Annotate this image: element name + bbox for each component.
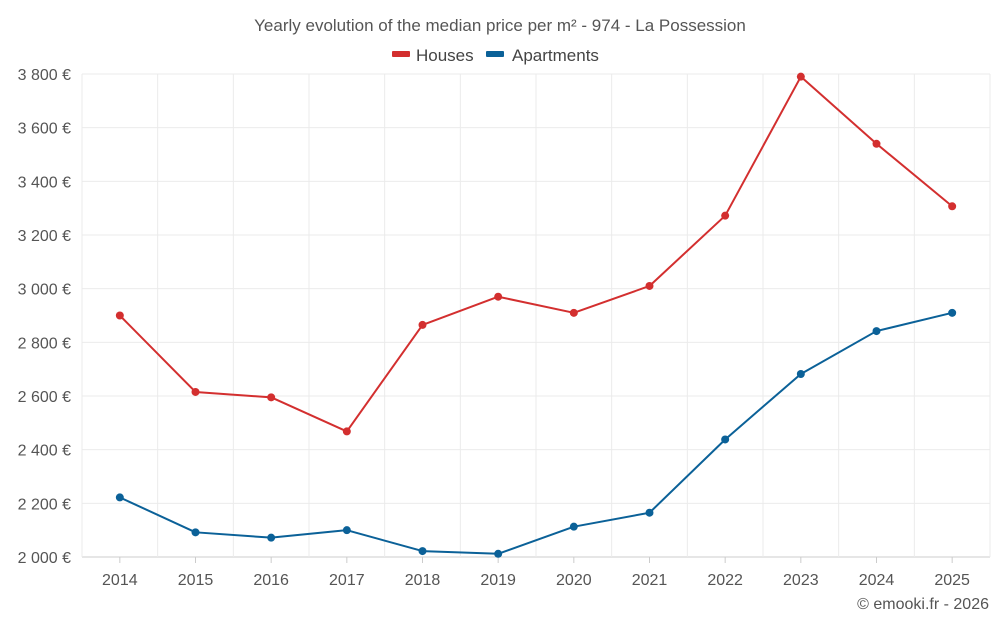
y-tick-label: 3 000 € <box>18 282 71 299</box>
data-point-houses[interactable] <box>721 211 730 220</box>
legend-swatch-houses[interactable] <box>392 51 410 57</box>
chart-title: Yearly evolution of the median price per… <box>254 16 746 35</box>
data-point-houses[interactable] <box>342 427 351 436</box>
y-tick-label: 2 000 € <box>18 550 71 567</box>
data-point-houses[interactable] <box>115 311 124 320</box>
data-point-apartments[interactable] <box>645 508 654 517</box>
y-tick-label: 2 600 € <box>18 389 71 406</box>
y-tick-label: 3 600 € <box>18 121 71 138</box>
data-point-houses[interactable] <box>645 281 654 290</box>
x-tick-label: 2015 <box>178 572 214 589</box>
data-point-apartments[interactable] <box>872 327 881 336</box>
data-point-apartments[interactable] <box>948 308 957 317</box>
data-point-apartments[interactable] <box>418 547 427 556</box>
data-point-apartments[interactable] <box>342 526 351 535</box>
x-tick-label: 2021 <box>632 572 668 589</box>
x-tick-label: 2016 <box>253 572 289 589</box>
data-point-apartments[interactable] <box>721 435 730 444</box>
x-axis-ticks: 2014 2015 2016 2017 2018 2019 2020 2021 2022 2023… <box>102 557 970 589</box>
series-line-houses[interactable] <box>119 75 953 433</box>
data-point-apartments[interactable] <box>569 522 578 531</box>
x-tick-label: 2024 <box>859 572 895 589</box>
data-point-apartments[interactable] <box>191 528 200 537</box>
legend-label-apartments[interactable]: Apartments <box>512 46 599 65</box>
y-tick-label: 2 400 € <box>18 443 71 460</box>
y-tick-label: 2 800 € <box>18 335 71 352</box>
data-point-houses[interactable] <box>267 393 276 402</box>
data-point-apartments[interactable] <box>115 493 124 502</box>
x-tick-label: 2018 <box>405 572 441 589</box>
credit-text: © emooki.fr - 2026 <box>857 596 989 613</box>
x-tick-label: 2023 <box>783 572 819 589</box>
y-tick-label: 2 200 € <box>18 496 71 513</box>
legend-swatch-apartments[interactable] <box>486 51 504 57</box>
data-point-houses[interactable] <box>418 320 427 329</box>
y-tick-label: 3 800 € <box>18 67 71 84</box>
x-tick-label: 2020 <box>556 572 592 589</box>
x-tick-label: 2022 <box>707 572 743 589</box>
y-axis-ticks: 2 000 € 2 200 € 2 400 € 2 600 € 2 800 € 3 000… <box>18 67 71 567</box>
data-point-houses[interactable] <box>191 387 200 396</box>
x-tick-label: 2014 <box>102 572 138 589</box>
data-point-apartments[interactable] <box>267 533 276 542</box>
series-line-apartments[interactable] <box>119 311 953 555</box>
data-point-apartments[interactable] <box>494 549 503 558</box>
legend: Houses Apartments <box>392 46 599 65</box>
series <box>115 72 957 558</box>
data-point-houses[interactable] <box>872 139 881 148</box>
data-point-houses[interactable] <box>494 292 503 301</box>
x-tick-label: 2017 <box>329 572 365 589</box>
y-tick-label: 3 200 € <box>18 228 71 245</box>
y-tick-label: 3 400 € <box>18 174 71 191</box>
grid <box>81 73 991 558</box>
x-tick-label: 2025 <box>934 572 970 589</box>
legend-label-houses[interactable]: Houses <box>416 46 474 65</box>
data-point-houses[interactable] <box>569 308 578 317</box>
data-point-houses[interactable] <box>796 72 805 81</box>
data-point-apartments[interactable] <box>796 369 805 378</box>
x-tick-label: 2019 <box>480 572 516 589</box>
data-point-houses[interactable] <box>948 202 957 211</box>
